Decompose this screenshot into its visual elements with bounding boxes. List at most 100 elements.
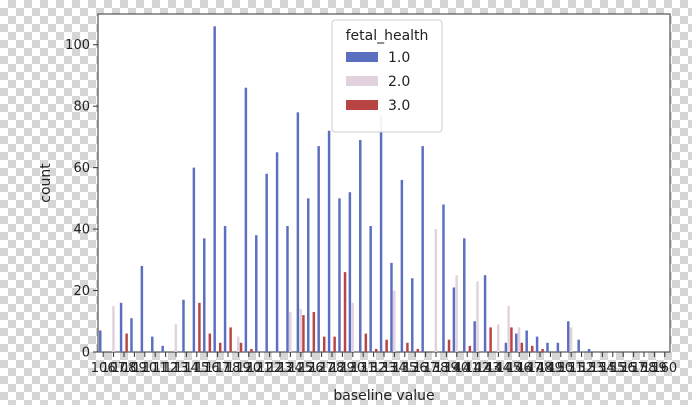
bar-1.0-116 [203, 238, 206, 352]
y-tick-label: 80 [73, 100, 90, 115]
bar-1.0-131 [359, 139, 362, 352]
x-tick-label: 125 [288, 361, 313, 376]
x-tick-label: 123 [268, 361, 293, 376]
bar-2.0-134 [393, 290, 396, 352]
bar-1.0-141 [463, 238, 466, 352]
x-tick-label: 153 [580, 361, 605, 376]
y-tick-label: 20 [73, 284, 90, 299]
bar-1.0-153 [587, 348, 591, 352]
bar-1.0-120 [244, 87, 248, 352]
y-tick-label: 40 [73, 223, 90, 238]
bar-1.0-140 [452, 287, 456, 352]
legend-swatch-1.0 [346, 52, 378, 62]
bar-1.0-121 [255, 235, 258, 352]
bars-layer [99, 26, 591, 353]
bar-2.0-140 [455, 275, 458, 352]
bar-1.0-124 [286, 226, 289, 352]
x-tick-label: 126 [299, 361, 324, 376]
x-tick-label: 145 [496, 361, 521, 376]
x-tick-label: 148 [528, 361, 553, 376]
bar-2.0-142 [476, 281, 479, 352]
bar-2.0-125 [299, 308, 302, 352]
bar-2.0-107 [112, 305, 115, 352]
x-tick-label: 137 [413, 361, 438, 376]
bar-3.0-108 [125, 333, 128, 352]
x-tick-label: 149 [538, 361, 563, 376]
bar-3.0-128 [333, 336, 336, 352]
x-tick-label: 147 [517, 361, 542, 376]
y-axis-label: count [38, 163, 54, 203]
x-tick-label: 138 [424, 361, 449, 376]
x-tick-label: 115 [184, 361, 209, 376]
bar-3.0-129 [343, 272, 347, 352]
bar-1.0-110 [140, 265, 144, 352]
x-tick-label: 113 [164, 361, 189, 376]
y-tick-label: 100 [65, 38, 90, 53]
bar-3.0-143 [489, 327, 492, 352]
bar-3.0-145 [510, 327, 513, 352]
bar-3.0-116 [208, 333, 212, 352]
legend-label-2.0: 2.0 [388, 74, 410, 90]
x-tick-label: 106 [91, 361, 116, 376]
bar-1.0-139 [442, 204, 445, 352]
bar-1.0-118 [223, 226, 227, 352]
bar-3.0-141 [468, 345, 472, 352]
y-tick-label: 0 [82, 346, 90, 361]
legend-swatch-3.0 [346, 100, 378, 110]
bar-3.0-131 [364, 333, 368, 352]
x-tick-label: 128 [320, 361, 345, 376]
bar-1.0-115 [192, 167, 196, 352]
bar-1.0-108 [119, 302, 123, 352]
bar-1.0-109 [130, 318, 133, 352]
x-tick-label: 141 [455, 361, 480, 376]
bar-1.0-129 [338, 198, 341, 352]
bar-1.0-122 [265, 173, 268, 352]
bar-2.0-144 [497, 324, 500, 352]
x-tick-label: 121 [247, 361, 272, 376]
x-tick-label: 119 [226, 361, 251, 376]
bar-1.0-106 [99, 330, 102, 352]
bar-3.0-147 [530, 345, 534, 352]
bar-3.0-133 [385, 339, 388, 352]
x-tick-label: 134 [382, 361, 407, 376]
bar-3.0-117 [218, 342, 222, 352]
y-axis: 0 20 40 60 80 100 [65, 38, 98, 361]
x-tick-label: 114 [174, 361, 199, 376]
x-tick-label: 159 [642, 361, 667, 376]
bar-2.0-124 [289, 312, 292, 352]
bar-1.0-114 [182, 299, 185, 352]
x-tick-label: 155 [600, 361, 625, 376]
bar-1.0-134 [390, 262, 393, 352]
x-tick-label: 109 [122, 361, 147, 376]
bar-3.0-118 [229, 327, 232, 352]
x-tick-label: 154 [590, 361, 615, 376]
bar-3.0-146 [520, 342, 524, 352]
bar-3.0-135 [406, 342, 409, 352]
x-tick-label: 111 [143, 361, 168, 376]
x-tick-label: 139 [434, 361, 459, 376]
bar-3.0-132 [374, 348, 378, 352]
x-tick-label: 108 [112, 361, 137, 376]
bar-2.0-146 [517, 327, 521, 352]
bar-1.0-112 [161, 345, 164, 352]
x-tick-label: 116 [195, 361, 220, 376]
bar-1.0-136 [411, 278, 414, 352]
bar-3.0-119 [239, 342, 243, 352]
bar-1.0-146 [515, 333, 518, 352]
bar-1.0-128 [327, 130, 331, 352]
x-tick-label: 120 [236, 361, 261, 376]
x-tick-label: 117 [205, 361, 230, 376]
bar-1.0-133 [379, 115, 383, 353]
x-tick-label: 110 [132, 361, 157, 376]
bar-1.0-142 [473, 321, 476, 352]
bar-1.0-145 [504, 342, 508, 352]
x-tick-label: 150 [548, 361, 573, 376]
bar-1.0-143 [483, 275, 487, 352]
x-tick-label: 122 [257, 361, 282, 376]
bar-1.0-125 [296, 112, 300, 352]
legend: fetal_health 1.0 2.0 3.0 [331, 19, 443, 133]
legend-label-1.0: 1.0 [388, 50, 410, 66]
bar-3.0-136 [416, 348, 420, 352]
bar-1.0-149 [546, 342, 549, 352]
x-tick-label: 142 [465, 361, 490, 376]
